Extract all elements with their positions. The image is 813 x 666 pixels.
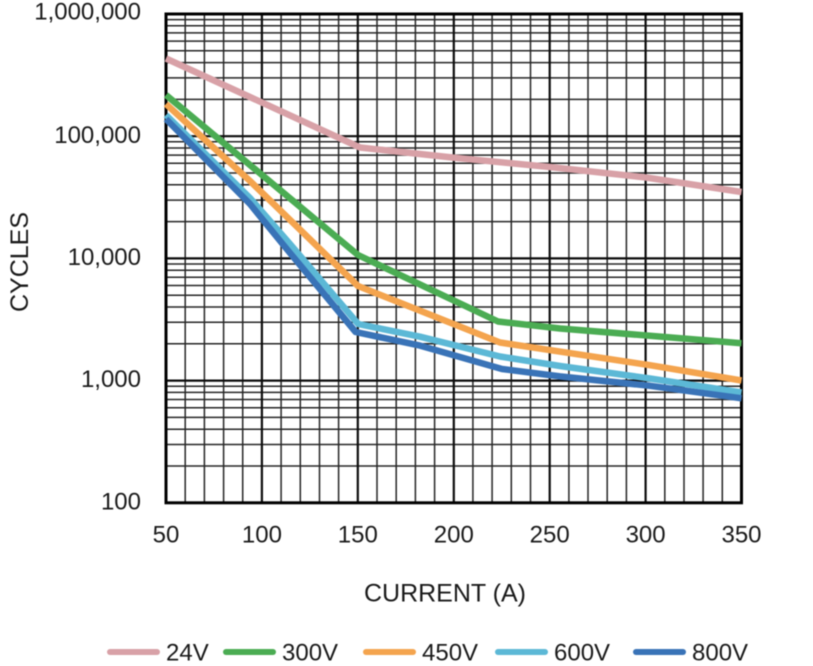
svg-text:250: 250 <box>530 522 570 549</box>
svg-text:24V: 24V <box>166 639 209 666</box>
svg-text:1,000: 1,000 <box>81 366 141 393</box>
svg-text:450V: 450V <box>422 639 478 666</box>
svg-text:300: 300 <box>626 522 666 549</box>
svg-text:800V: 800V <box>692 639 748 666</box>
svg-text:150: 150 <box>338 522 378 549</box>
svg-text:CURRENT (A): CURRENT (A) <box>364 580 526 608</box>
svg-text:350: 350 <box>721 522 761 549</box>
svg-text:300V: 300V <box>282 639 338 666</box>
svg-text:200: 200 <box>434 522 474 549</box>
svg-text:100,000: 100,000 <box>54 122 141 149</box>
svg-text:50: 50 <box>153 522 180 549</box>
svg-text:1,000,000: 1,000,000 <box>34 0 141 26</box>
svg-text:100: 100 <box>101 488 141 515</box>
svg-text:600V: 600V <box>554 639 610 666</box>
svg-text:10,000: 10,000 <box>68 244 141 271</box>
svg-text:CYCLES: CYCLES <box>6 212 34 312</box>
svg-text:100: 100 <box>242 522 282 549</box>
